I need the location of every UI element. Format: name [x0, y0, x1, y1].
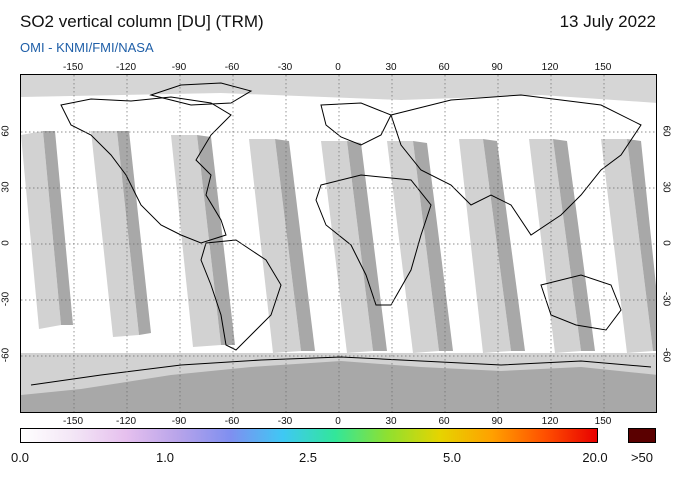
lon-tick-bottom: -150	[62, 416, 84, 427]
lon-tick-bottom: -120	[115, 416, 137, 427]
lon-tick-top: -60	[224, 62, 240, 73]
colorbar-label: 0.0	[10, 450, 30, 465]
colorbar-overflow-label: >50	[630, 450, 654, 465]
orbit-overlap	[43, 131, 73, 325]
orbit-overlap	[627, 139, 656, 351]
africa-coast	[315, 174, 432, 306]
orbit-overlap	[347, 141, 387, 351]
lon-tick-bottom: -90	[171, 416, 187, 427]
coastlines	[30, 82, 652, 386]
europe-coast	[320, 102, 392, 146]
colorbar-label: 1.0	[155, 450, 175, 465]
colorbar-overflow-swatch	[628, 428, 656, 443]
colorbar-label: 20.0	[582, 450, 608, 465]
orbit-overlap	[117, 131, 151, 335]
lon-tick-top: -120	[115, 62, 137, 73]
lon-tick-bottom: 90	[491, 416, 503, 427]
lon-tick-top: 150	[594, 62, 612, 73]
arctic-gap	[21, 75, 656, 103]
orbit-overlap	[275, 139, 315, 351]
lon-tick-top: 120	[541, 62, 559, 73]
lat-tick-right: -30	[660, 291, 672, 307]
orbit-overlap	[197, 135, 235, 345]
orbit-overlap	[553, 139, 595, 351]
lon-tick-bottom: 30	[385, 416, 397, 427]
lon-tick-bottom: -60	[224, 416, 240, 427]
australia-coast	[540, 274, 622, 331]
lat-tick-left: 30	[0, 181, 12, 193]
asia-coast	[390, 94, 642, 236]
greenland-coast	[149, 82, 253, 106]
lat-tick-left: 60	[0, 125, 12, 137]
lon-tick-top: -150	[62, 62, 84, 73]
lon-tick-bottom: 60	[438, 416, 450, 427]
north-america-coast	[60, 96, 232, 244]
so2-world-map	[20, 74, 657, 413]
orbit-swaths	[21, 131, 656, 353]
colorbar-label: 5.0	[442, 450, 462, 465]
lon-tick-bottom: 0	[335, 416, 341, 427]
lon-tick-top: 0	[335, 62, 341, 73]
so2-colorbar	[20, 428, 598, 443]
orbit-gap	[249, 139, 301, 353]
map-canvas	[21, 75, 656, 412]
antarctica-coast	[30, 356, 652, 386]
south-america-coast	[200, 239, 282, 351]
lat-tick-right: -60	[660, 347, 672, 363]
lon-tick-top: -30	[277, 62, 293, 73]
lon-tick-bottom: 120	[541, 416, 559, 427]
orbit-gap	[601, 139, 653, 353]
lat-tick-right: 0	[660, 240, 672, 246]
lon-tick-top: -90	[171, 62, 187, 73]
lon-tick-top: 90	[491, 62, 503, 73]
lat-tick-left: 0	[0, 240, 12, 246]
orbit-overlap	[413, 141, 453, 351]
orbit-gap	[529, 139, 581, 353]
lat-tick-right: 30	[660, 181, 672, 193]
map-date: 13 July 2022	[559, 12, 656, 31]
orbit-gap	[321, 141, 373, 353]
lat-tick-right: 60	[660, 125, 672, 137]
colorbar-label: 2.5	[298, 450, 318, 465]
data-credit: OMI - KNMI/FMI/NASA	[20, 40, 154, 55]
lat-tick-left: -30	[0, 291, 12, 307]
lon-tick-bottom: 150	[594, 416, 612, 427]
lat-tick-left: -60	[0, 347, 12, 363]
lon-tick-bottom: -30	[277, 416, 293, 427]
graticule	[21, 75, 656, 412]
orbit-gap	[21, 131, 61, 329]
map-title: SO2 vertical column [DU] (TRM)	[20, 12, 264, 31]
orbit-overlap	[483, 139, 525, 351]
lon-tick-top: 60	[438, 62, 450, 73]
orbit-gap	[91, 131, 139, 337]
lon-tick-top: 30	[385, 62, 397, 73]
